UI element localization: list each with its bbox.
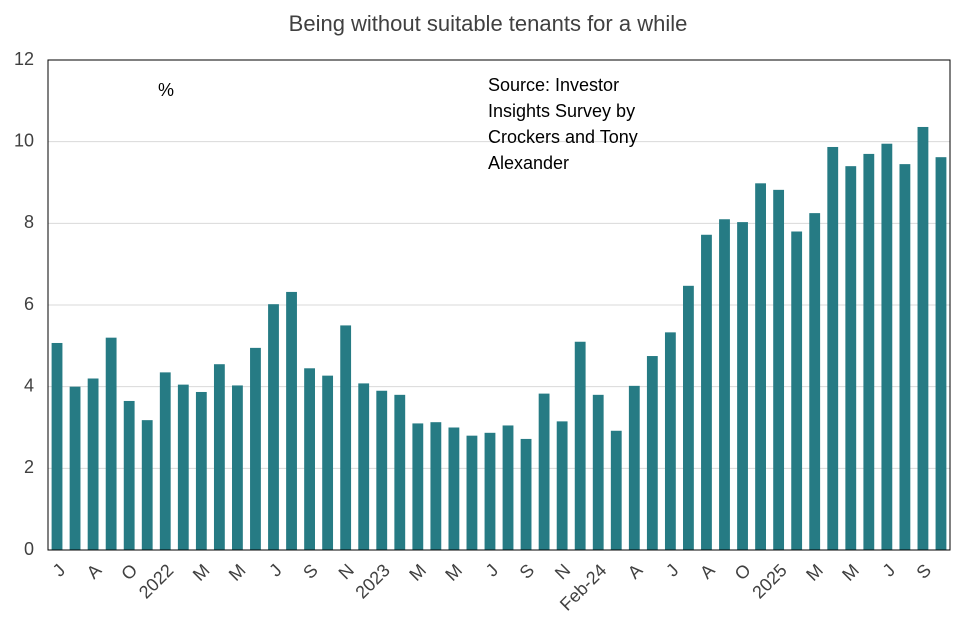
bar <box>683 285 694 550</box>
x-tick-label: J <box>265 560 286 581</box>
y-tick-label: 4 <box>24 375 34 395</box>
x-tick-label: S <box>912 560 935 583</box>
x-tick-label: 2022 <box>135 560 177 602</box>
x-tick-label: J <box>482 560 503 581</box>
bar <box>376 390 388 550</box>
bar <box>159 372 171 550</box>
y-tick-label: 6 <box>24 294 34 314</box>
x-tick-label: J <box>879 560 900 581</box>
bar <box>899 164 911 550</box>
x-tick-label: S <box>516 560 539 583</box>
bar <box>141 420 153 550</box>
bar <box>177 384 189 550</box>
bar <box>628 385 640 550</box>
x-tick-label: 2023 <box>351 560 393 602</box>
bar <box>845 166 857 550</box>
bar <box>646 356 658 550</box>
bar <box>268 304 279 550</box>
y-tick-label: 12 <box>14 49 34 69</box>
unit-note: % <box>158 80 175 100</box>
plot-border <box>47 59 951 551</box>
bar <box>755 183 766 551</box>
y-tick-label: 8 <box>24 212 34 232</box>
bar <box>719 219 730 550</box>
bar <box>123 400 135 550</box>
bar <box>87 378 99 550</box>
bar <box>502 425 514 550</box>
bar <box>358 383 370 550</box>
x-tick-label: A <box>624 560 647 583</box>
bar <box>430 422 442 550</box>
bar <box>538 393 550 550</box>
x-tick-label: A <box>696 560 719 583</box>
bar <box>322 375 334 550</box>
x-tick-label: O <box>731 560 755 584</box>
bar <box>304 368 315 550</box>
bar <box>466 435 478 550</box>
bar <box>881 143 893 551</box>
chart-title: Being without suitable tenants for a whi… <box>289 11 688 36</box>
bar <box>935 157 947 550</box>
bar <box>394 394 406 550</box>
x-tick-label: N <box>335 560 358 583</box>
bar <box>863 153 875 550</box>
bar <box>827 146 839 550</box>
source-note: Source: Investor Insights Survey by Croc… <box>488 75 638 173</box>
x-tick-label: A <box>83 560 106 583</box>
bar <box>250 347 261 550</box>
bar <box>232 385 243 550</box>
bar <box>610 430 622 550</box>
bar <box>917 126 929 550</box>
x-tick-label: M <box>189 560 214 585</box>
bar <box>574 341 586 550</box>
y-tick-label: 10 <box>14 130 34 150</box>
x-tick-label: 2025 <box>748 560 790 602</box>
x-tick-label: M <box>225 560 250 585</box>
bar <box>213 364 225 550</box>
bar <box>51 342 63 550</box>
bar <box>340 325 352 550</box>
x-tick-label: M <box>802 560 827 585</box>
x-tick-label: J <box>49 560 70 581</box>
x-tick-label: S <box>299 560 322 583</box>
bar <box>791 231 803 550</box>
bar <box>664 332 676 550</box>
y-tick-label: 2 <box>24 457 34 477</box>
bar <box>448 427 460 550</box>
x-tick-label: M <box>405 560 430 585</box>
bar <box>701 234 712 550</box>
bar <box>809 213 821 550</box>
bar <box>69 386 81 550</box>
bar <box>737 222 748 550</box>
bar <box>592 394 604 550</box>
x-tick-label: M <box>838 560 863 585</box>
x-tick-label: M <box>441 560 466 585</box>
bar <box>520 438 532 550</box>
bar <box>105 337 117 550</box>
bar <box>484 432 496 550</box>
bar <box>286 291 297 550</box>
y-tick-label: 0 <box>24 539 34 559</box>
x-tick-label: N <box>551 560 574 583</box>
bar <box>773 189 785 550</box>
bar <box>195 391 207 550</box>
bar <box>412 423 424 550</box>
bar <box>556 421 568 550</box>
x-tick-label: J <box>662 560 683 581</box>
x-tick-label: O <box>117 560 141 584</box>
